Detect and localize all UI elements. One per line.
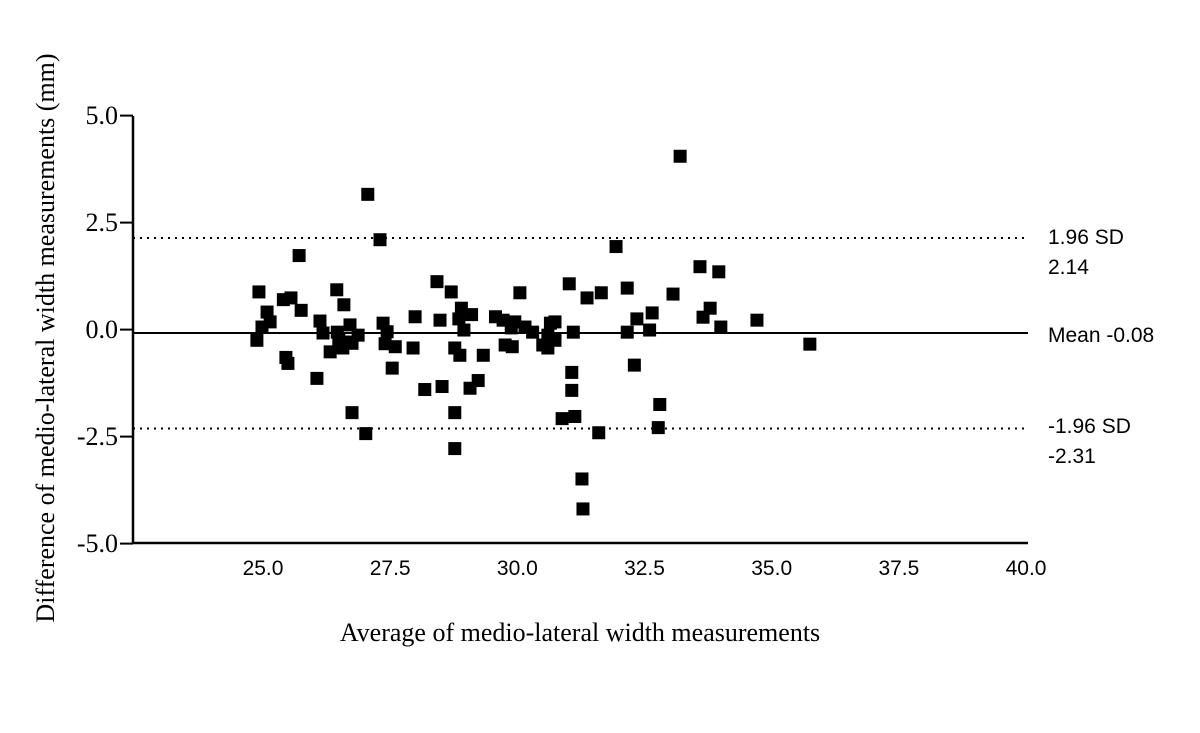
data-point [651, 421, 665, 435]
data-point [448, 406, 462, 420]
data-point [526, 325, 540, 339]
data-point [313, 314, 327, 328]
data-point [316, 326, 330, 340]
y-tick-label: -5.0 [76, 528, 118, 558]
data-point [565, 383, 579, 397]
y-tick-label: -2.5 [76, 421, 118, 451]
y-tick-label: 0.0 [85, 314, 119, 344]
data-point [750, 313, 764, 327]
data-point [294, 303, 308, 317]
data-point [673, 149, 687, 163]
data-point [260, 305, 274, 319]
x-tick-label: 40.0 [1005, 557, 1047, 580]
data-point [471, 374, 485, 388]
data-point [714, 320, 728, 334]
data-point [433, 313, 447, 327]
data-point [452, 312, 466, 326]
data-point [345, 406, 359, 420]
data-point [343, 318, 357, 332]
data-point [252, 285, 266, 299]
data-point [457, 323, 471, 337]
data-point [454, 301, 468, 315]
x-tick-label: 25.0 [242, 557, 284, 580]
data-point [620, 325, 634, 339]
data-point [575, 472, 589, 486]
data-point [565, 365, 579, 379]
mean-line-label: Mean -0.08 [1048, 321, 1154, 351]
data-point [430, 275, 444, 289]
mean-line-label-text: Mean -0.08 [1048, 324, 1155, 347]
lower-limit-label-line1: -1.96 SD [1048, 415, 1131, 438]
data-point [476, 348, 490, 362]
data-point [703, 301, 717, 315]
x-tick-label: 30.0 [496, 557, 538, 580]
lower-limit-label-line2: -2.31 [1048, 445, 1096, 468]
data-point [594, 286, 608, 300]
data-point [620, 281, 634, 295]
data-point [378, 337, 392, 351]
x-tick-label: 37.5 [878, 557, 920, 580]
data-point [250, 333, 264, 347]
data-point [627, 358, 641, 372]
y-axis-title: Difference of medio-lateral width measur… [31, 53, 60, 623]
data-point [643, 323, 657, 337]
data-point [408, 310, 422, 324]
data-point [361, 187, 375, 201]
data-point [448, 442, 462, 456]
data-point [380, 325, 394, 339]
x-tick-label: 27.5 [369, 557, 411, 580]
data-point [645, 306, 659, 320]
x-tick-label: 32.5 [624, 557, 665, 580]
y-tick-label: 5.0 [85, 100, 119, 130]
data-point [418, 383, 432, 397]
upper-limit-label: 1.96 SD 2.14 [1048, 223, 1124, 283]
data-point [562, 277, 576, 291]
data-point [513, 286, 527, 300]
data-point [284, 291, 298, 305]
data-point [504, 321, 518, 335]
data-point [255, 320, 269, 334]
y-tick-label: 2.5 [85, 207, 119, 237]
upper-limit-label-line2: 2.14 [1048, 256, 1089, 279]
data-point [609, 240, 623, 254]
data-point [592, 426, 606, 440]
data-point [653, 398, 667, 411]
data-point [580, 291, 594, 305]
data-point [666, 287, 680, 301]
data-point [630, 312, 644, 326]
data-point [330, 283, 344, 297]
data-point [712, 265, 726, 279]
data-point [406, 341, 420, 355]
data-point [444, 285, 458, 299]
data-point [566, 325, 580, 339]
data-point [453, 348, 467, 362]
data-point [337, 298, 351, 312]
data-point [548, 315, 562, 329]
data-point [292, 249, 306, 263]
data-point [505, 340, 519, 354]
data-point [388, 340, 402, 354]
data-point [281, 356, 295, 370]
x-axis-title: Average of medio-lateral width measureme… [339, 618, 821, 647]
data-point [576, 502, 590, 516]
data-point [555, 412, 569, 426]
data-point [803, 337, 817, 351]
data-point [359, 427, 373, 441]
data-point [336, 341, 350, 355]
x-tick-label: 35.0 [751, 557, 793, 580]
data-point [568, 409, 582, 423]
data-point [693, 260, 707, 274]
lower-limit-label: -1.96 SD -2.31 [1048, 412, 1131, 472]
data-point [435, 380, 449, 394]
data-point [310, 371, 324, 385]
data-point [541, 341, 555, 355]
upper-limit-label-line1: 1.96 SD [1048, 226, 1124, 249]
data-point [385, 361, 399, 375]
data-point [323, 345, 337, 359]
data-point [465, 308, 479, 322]
data-point [373, 233, 387, 247]
